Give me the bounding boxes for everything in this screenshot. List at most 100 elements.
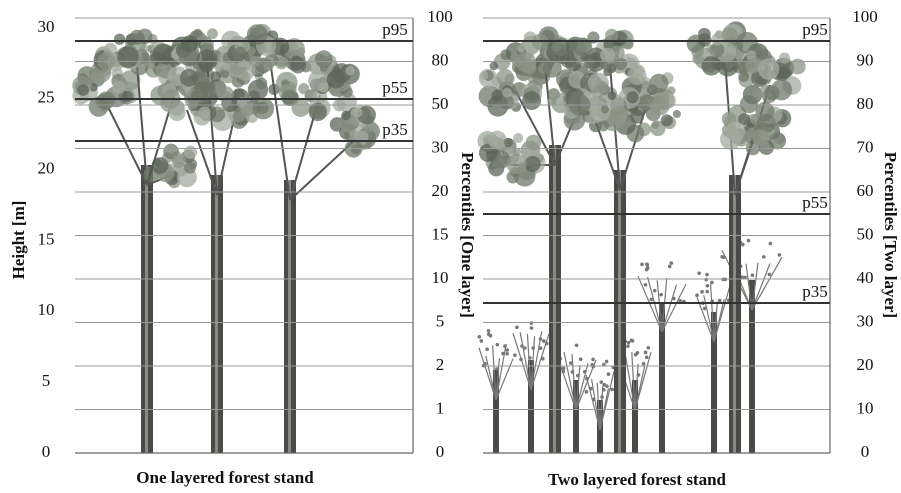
crown-leaf [512,57,522,67]
crown-leaf [130,30,145,45]
crown-leaf [291,99,309,117]
percentile-label: p95 [382,20,408,39]
leaf [704,278,708,282]
leaf [576,374,580,378]
leaf [768,273,772,277]
right-tick-label: 80 [432,50,449,69]
leaf [751,273,755,277]
percentile-label: p55 [802,193,828,212]
leaf [485,347,489,351]
leaf [607,372,611,376]
leaf [519,358,523,362]
leaf [634,353,638,357]
leaf [706,284,710,288]
crown-leaf [502,88,512,98]
crown-leaf [597,81,609,93]
leaf [575,343,579,347]
leaf [480,339,484,343]
crown-leaf [353,108,363,118]
crown-leaf [711,33,724,46]
crown-leaf [290,57,306,73]
leaf [503,344,507,348]
crown-leaf [364,124,372,132]
leaf [585,390,589,394]
leaf [501,352,505,356]
leaf [695,293,699,297]
crown-leaf [584,58,594,68]
right-tick-label: 70 [857,137,874,156]
caption: One layered forest stand [136,468,314,487]
crown-leaf [153,43,173,63]
leaf [483,362,487,366]
leaf [640,263,644,267]
leaf [720,255,724,259]
crown-leaf [626,91,638,103]
crown-leaf [199,106,211,118]
crown-leaf [673,110,681,118]
crown-leaf [184,162,196,174]
right-tick-label: 0 [436,442,445,461]
leaf [668,265,672,269]
leaf [569,361,573,365]
leaf [778,253,782,257]
leaf [647,346,651,350]
y-axis-title: Height [m] [9,201,28,280]
leaf [513,353,517,357]
leaf [531,346,535,350]
crown-leaf [609,106,628,125]
leaf [645,268,649,272]
leaf [705,273,709,277]
y-tick-label: 15 [38,229,55,248]
right-tick-label: 90 [857,50,874,69]
leaf [670,261,674,265]
crown-leaf [702,56,721,75]
crown-leaf [522,91,541,110]
leaf [718,299,722,303]
leaf [478,335,482,339]
leaf [561,370,565,374]
leaf [672,297,676,301]
leaf [592,398,596,402]
crown-leaf [607,64,616,73]
leaf [697,271,701,275]
leaf [541,357,545,361]
leaf [627,341,631,345]
leaf [630,338,634,342]
crown-leaf [315,50,333,68]
crown-leaf [222,62,230,70]
crown-leaf [318,82,328,92]
percentile-label: p35 [382,120,408,139]
crown-leaf [517,44,525,52]
leaf [637,373,641,377]
leaf [515,326,519,330]
right-axis-title: Percentiles [One layer] [458,152,477,318]
crown-leaf [77,84,89,96]
y-tick-label: 0 [42,442,51,461]
crown-leaf [298,83,309,94]
crown-leaf [721,27,738,44]
right-tick-label: 2 [436,355,445,374]
leaf [505,352,509,356]
leaf [583,370,587,374]
trunk-shade [618,170,621,453]
right-tick-label: 0 [861,442,870,461]
crown-leaf [491,90,503,102]
right-tick-label: 100 [427,7,453,26]
leaf [579,357,583,361]
crown-leaf [608,91,617,100]
leaf [705,290,709,294]
crown-leaf [738,71,749,82]
leaf [539,337,543,341]
crown-leaf [526,135,542,151]
right-tick-label: 5 [436,311,445,330]
crown-leaf [114,34,125,45]
crown-leaf [506,154,526,174]
right-tick-label: 30 [857,311,874,330]
figure: 0125101520305080100010203040506070809010… [0,0,901,493]
crown-leaf [193,29,202,38]
crown-leaf [651,97,670,116]
leaf [650,298,654,302]
crown-leaf [649,74,668,93]
leaf [495,343,499,347]
percentile-label: p95 [802,20,828,39]
